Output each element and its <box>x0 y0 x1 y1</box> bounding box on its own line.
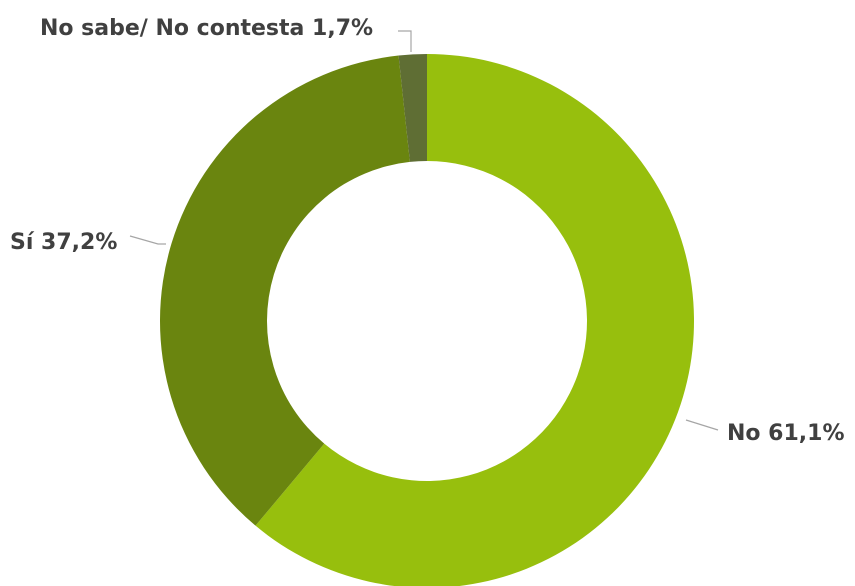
leader-line-no <box>685 419 719 431</box>
slice-nsnc <box>398 54 427 162</box>
data-label-si: Sí 37,2% <box>10 230 117 255</box>
leader-lines <box>129 30 719 431</box>
data-label-nsnc: No sabe/ No contesta 1,7% <box>40 16 373 41</box>
donut-slices <box>160 54 694 586</box>
slice-si <box>160 55 410 526</box>
slice-no <box>255 54 694 586</box>
data-label-no: No 61,1% <box>727 421 845 446</box>
leader-line-nsnc <box>398 30 412 52</box>
leader-line-si <box>129 235 166 245</box>
